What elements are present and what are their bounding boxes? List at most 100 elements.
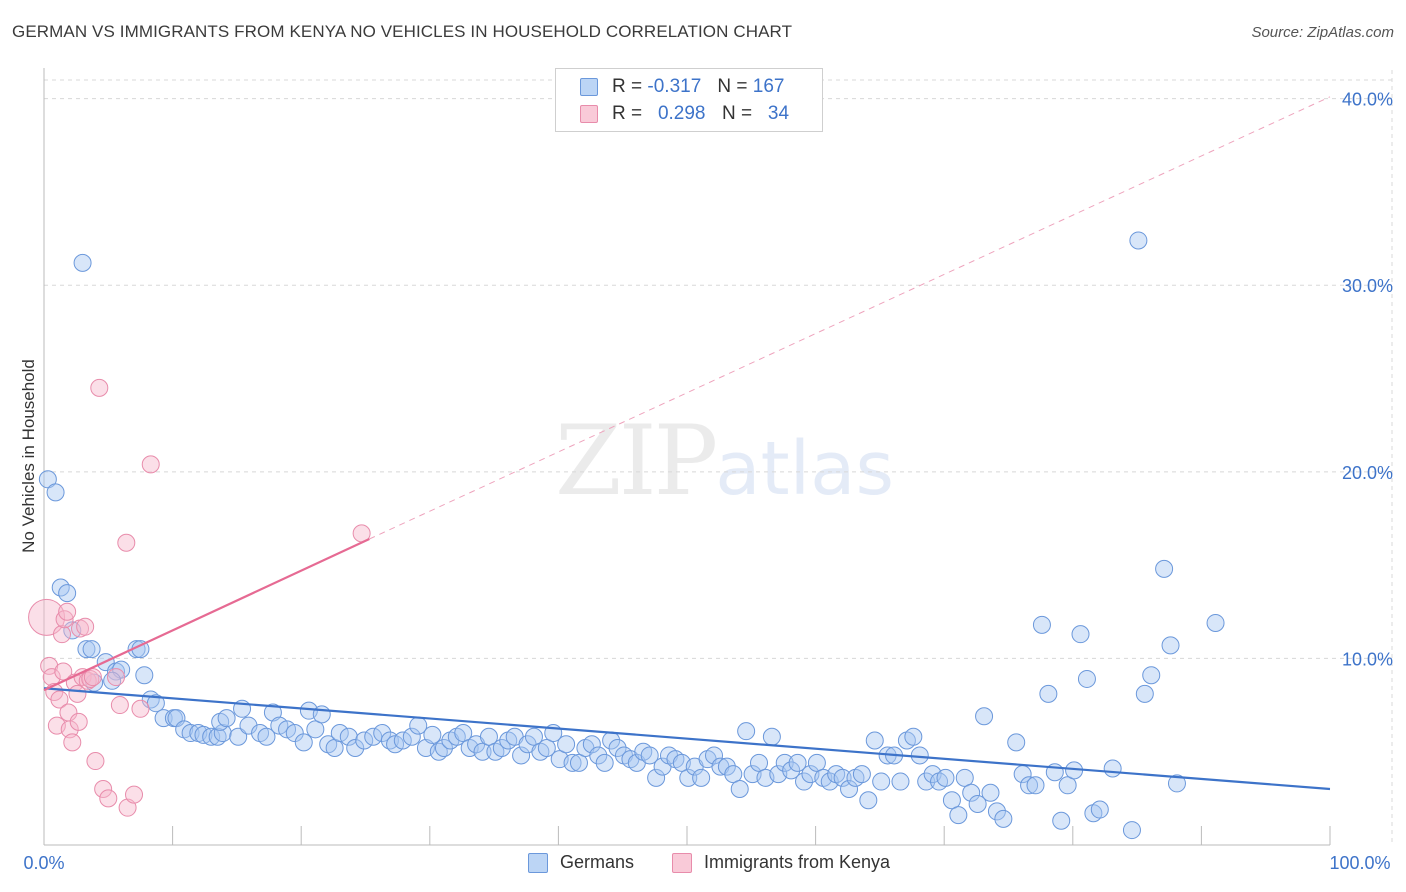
germans-point bbox=[1077, 669, 1096, 688]
germans-swatch bbox=[580, 78, 598, 96]
germans-point bbox=[1142, 666, 1161, 685]
kenya-swatch bbox=[672, 852, 692, 873]
x-tick-label-max: 100.0% bbox=[1329, 853, 1390, 873]
germans-point bbox=[346, 738, 365, 757]
germans-point bbox=[968, 794, 987, 813]
kenya-point bbox=[55, 610, 74, 629]
germans-point bbox=[229, 727, 248, 746]
germans-point bbox=[473, 742, 492, 761]
kenya-point bbox=[131, 699, 150, 718]
n-value: 167 bbox=[752, 76, 785, 97]
y-tick-label: 10.0% bbox=[1342, 649, 1393, 669]
germans-point bbox=[775, 753, 794, 772]
germans-point bbox=[1032, 615, 1051, 634]
germans-points bbox=[38, 231, 1225, 840]
germans-point bbox=[217, 709, 236, 728]
germans-point bbox=[1103, 759, 1122, 778]
germans-point bbox=[1206, 613, 1225, 632]
germans-point bbox=[917, 772, 936, 791]
germans-point bbox=[936, 768, 955, 787]
tick-labels: 10.0% 20.0% 30.0% 40.0% 0.0% 100.0% bbox=[23, 90, 1393, 873]
germans-point bbox=[640, 746, 659, 765]
germans-point bbox=[994, 809, 1013, 828]
germans-point bbox=[557, 735, 576, 754]
kenya-point bbox=[125, 785, 144, 804]
kenya-point bbox=[86, 752, 105, 771]
germans-point bbox=[325, 738, 344, 757]
germans-point bbox=[730, 780, 749, 799]
germans-point bbox=[647, 768, 666, 787]
kenya-point bbox=[40, 656, 59, 675]
kenya-point bbox=[50, 690, 69, 709]
stats-legend: R = -0.317 N = 167 R = 0.298 N = 34 bbox=[555, 68, 823, 132]
y-axis-label: No Vehicles in Household bbox=[19, 359, 38, 553]
germans-point bbox=[135, 666, 154, 685]
germans-point bbox=[840, 780, 859, 799]
germans-point bbox=[762, 727, 781, 746]
germans-point bbox=[852, 765, 871, 784]
kenya-point bbox=[141, 455, 160, 474]
germans-point bbox=[1039, 684, 1058, 703]
r-label: R = bbox=[612, 76, 643, 97]
germans-point bbox=[77, 640, 96, 659]
germans-point bbox=[263, 703, 282, 722]
germans-point bbox=[339, 727, 358, 746]
kenya-swatch bbox=[580, 105, 598, 123]
kenya-trend-line bbox=[43, 538, 370, 692]
kenya-point bbox=[90, 378, 109, 397]
germans-point bbox=[891, 772, 910, 791]
kenya-point bbox=[63, 733, 82, 752]
legend-item-germans[interactable]: Germans bbox=[528, 852, 634, 873]
n-value: 34 bbox=[767, 103, 790, 124]
y-tick-label: 40.0% bbox=[1342, 90, 1393, 110]
kenya-point bbox=[107, 668, 126, 687]
germans-point bbox=[1058, 776, 1077, 795]
germans-point bbox=[692, 768, 711, 787]
n-label: N = bbox=[721, 103, 753, 124]
germans-point bbox=[492, 738, 511, 757]
germans-point bbox=[306, 720, 325, 739]
germans-point bbox=[865, 731, 884, 750]
germans-point bbox=[904, 727, 923, 746]
germans-point bbox=[942, 791, 961, 810]
germans-point bbox=[524, 727, 543, 746]
germans-point bbox=[434, 738, 453, 757]
source-credit: Source: ZipAtlas.com bbox=[1251, 24, 1394, 41]
germans-point bbox=[833, 768, 852, 787]
germans-point bbox=[782, 761, 801, 780]
kenya-point bbox=[58, 602, 77, 621]
germans-point bbox=[312, 705, 331, 724]
germans-point bbox=[82, 640, 101, 659]
germans-point bbox=[981, 783, 1000, 802]
germans-point bbox=[1155, 559, 1174, 578]
germans-point bbox=[479, 727, 498, 746]
germans-trend-line bbox=[43, 687, 1331, 791]
legend-item-kenya[interactable]: Immigrants from Kenya bbox=[672, 852, 890, 873]
germans-point bbox=[1129, 231, 1148, 250]
germans-point bbox=[563, 753, 582, 772]
germans-point bbox=[213, 724, 232, 743]
kenya-point bbox=[53, 625, 72, 644]
germans-point bbox=[73, 253, 92, 272]
germans-point bbox=[569, 753, 588, 772]
kenya-point bbox=[28, 598, 66, 636]
germans-point bbox=[46, 483, 65, 502]
germans-point bbox=[962, 783, 981, 802]
germans-point bbox=[737, 722, 756, 741]
germans-point bbox=[750, 753, 769, 772]
germans-point bbox=[1052, 811, 1071, 830]
germans-point bbox=[872, 772, 891, 791]
germans-point bbox=[512, 746, 531, 765]
watermark-zip: ZIP bbox=[555, 405, 718, 517]
germans-point bbox=[679, 768, 698, 787]
germans-point bbox=[364, 727, 383, 746]
germans-point bbox=[975, 707, 994, 726]
germans-point bbox=[807, 753, 826, 772]
r-value: -0.317 bbox=[647, 76, 702, 97]
trend-lines bbox=[43, 96, 1331, 791]
germans-point bbox=[795, 772, 814, 791]
germans-point bbox=[202, 727, 221, 746]
germans-point bbox=[582, 735, 601, 754]
kenya-point bbox=[76, 617, 95, 636]
